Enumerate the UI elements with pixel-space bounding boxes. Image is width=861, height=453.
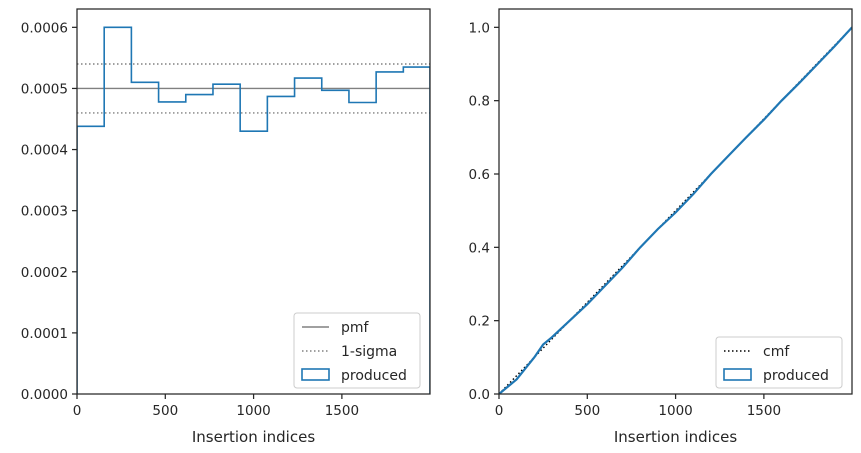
legend-label: 1-sigma	[341, 344, 397, 360]
y-tick-label: 0.0002	[21, 265, 68, 281]
plot-area	[499, 26, 852, 394]
legend-label: produced	[763, 368, 829, 384]
legend-label: pmf	[341, 320, 370, 336]
y-tick-label: 0.8	[469, 94, 490, 110]
histogram-bin	[104, 27, 131, 394]
x-tick-label: 1500	[747, 403, 781, 419]
produced-line	[499, 26, 852, 394]
histogram-bin	[267, 96, 294, 394]
histogram-bin	[159, 102, 186, 394]
x-tick-label: 1000	[658, 403, 692, 419]
y-tick-label: 0.0006	[21, 20, 68, 36]
y-tick-label: 0.0003	[21, 204, 68, 220]
legend: cmf produced	[715, 336, 843, 389]
y-tick-label: 0.0001	[21, 326, 68, 342]
y-tick-label: 0.2	[469, 314, 490, 330]
histogram-bin	[240, 131, 267, 394]
plot-area	[77, 26, 430, 394]
histogram-bin	[213, 84, 240, 394]
legend-handle	[301, 368, 330, 381]
histogram-chart: 0 500 1000 1500 0.0000 0.0001 0.0002 0.0003 0.00…	[21, 8, 431, 446]
x-tick-label: 500	[152, 403, 178, 419]
legend-label: produced	[341, 368, 407, 384]
x-tick-label: 1000	[236, 403, 270, 419]
produced-histogram	[77, 26, 430, 394]
y-tick-label: 0.0000	[21, 387, 68, 403]
legend: pmf 1-sigma produced	[293, 312, 421, 389]
x-axis-label: Insertion indices	[192, 428, 315, 446]
cumulative-chart: 0 500 1000 1500 0.0 0.2 0.4 0.6 0.8 1.0 Insertion …	[469, 8, 853, 446]
legend-label: cmf	[763, 344, 790, 360]
x-tick-label: 500	[574, 403, 600, 419]
y-tick-label: 0.0004	[21, 143, 68, 159]
y-tick-label: 0.0005	[21, 81, 68, 97]
legend-handle	[723, 368, 752, 381]
histogram-bin	[186, 95, 213, 394]
histogram-bin	[131, 82, 158, 394]
x-tick-label: 1500	[325, 403, 359, 419]
x-tick-label: 0	[73, 403, 82, 419]
y-tick-label: 1.0	[469, 20, 490, 36]
legend-box	[715, 336, 843, 389]
histogram-bin	[77, 126, 104, 394]
y-tick-label: 0.4	[469, 240, 490, 256]
y-tick-label: 0.0	[469, 387, 490, 403]
x-tick-label: 0	[495, 403, 504, 419]
y-tick-label: 0.6	[469, 167, 490, 183]
x-axis-label: Insertion indices	[614, 428, 737, 446]
